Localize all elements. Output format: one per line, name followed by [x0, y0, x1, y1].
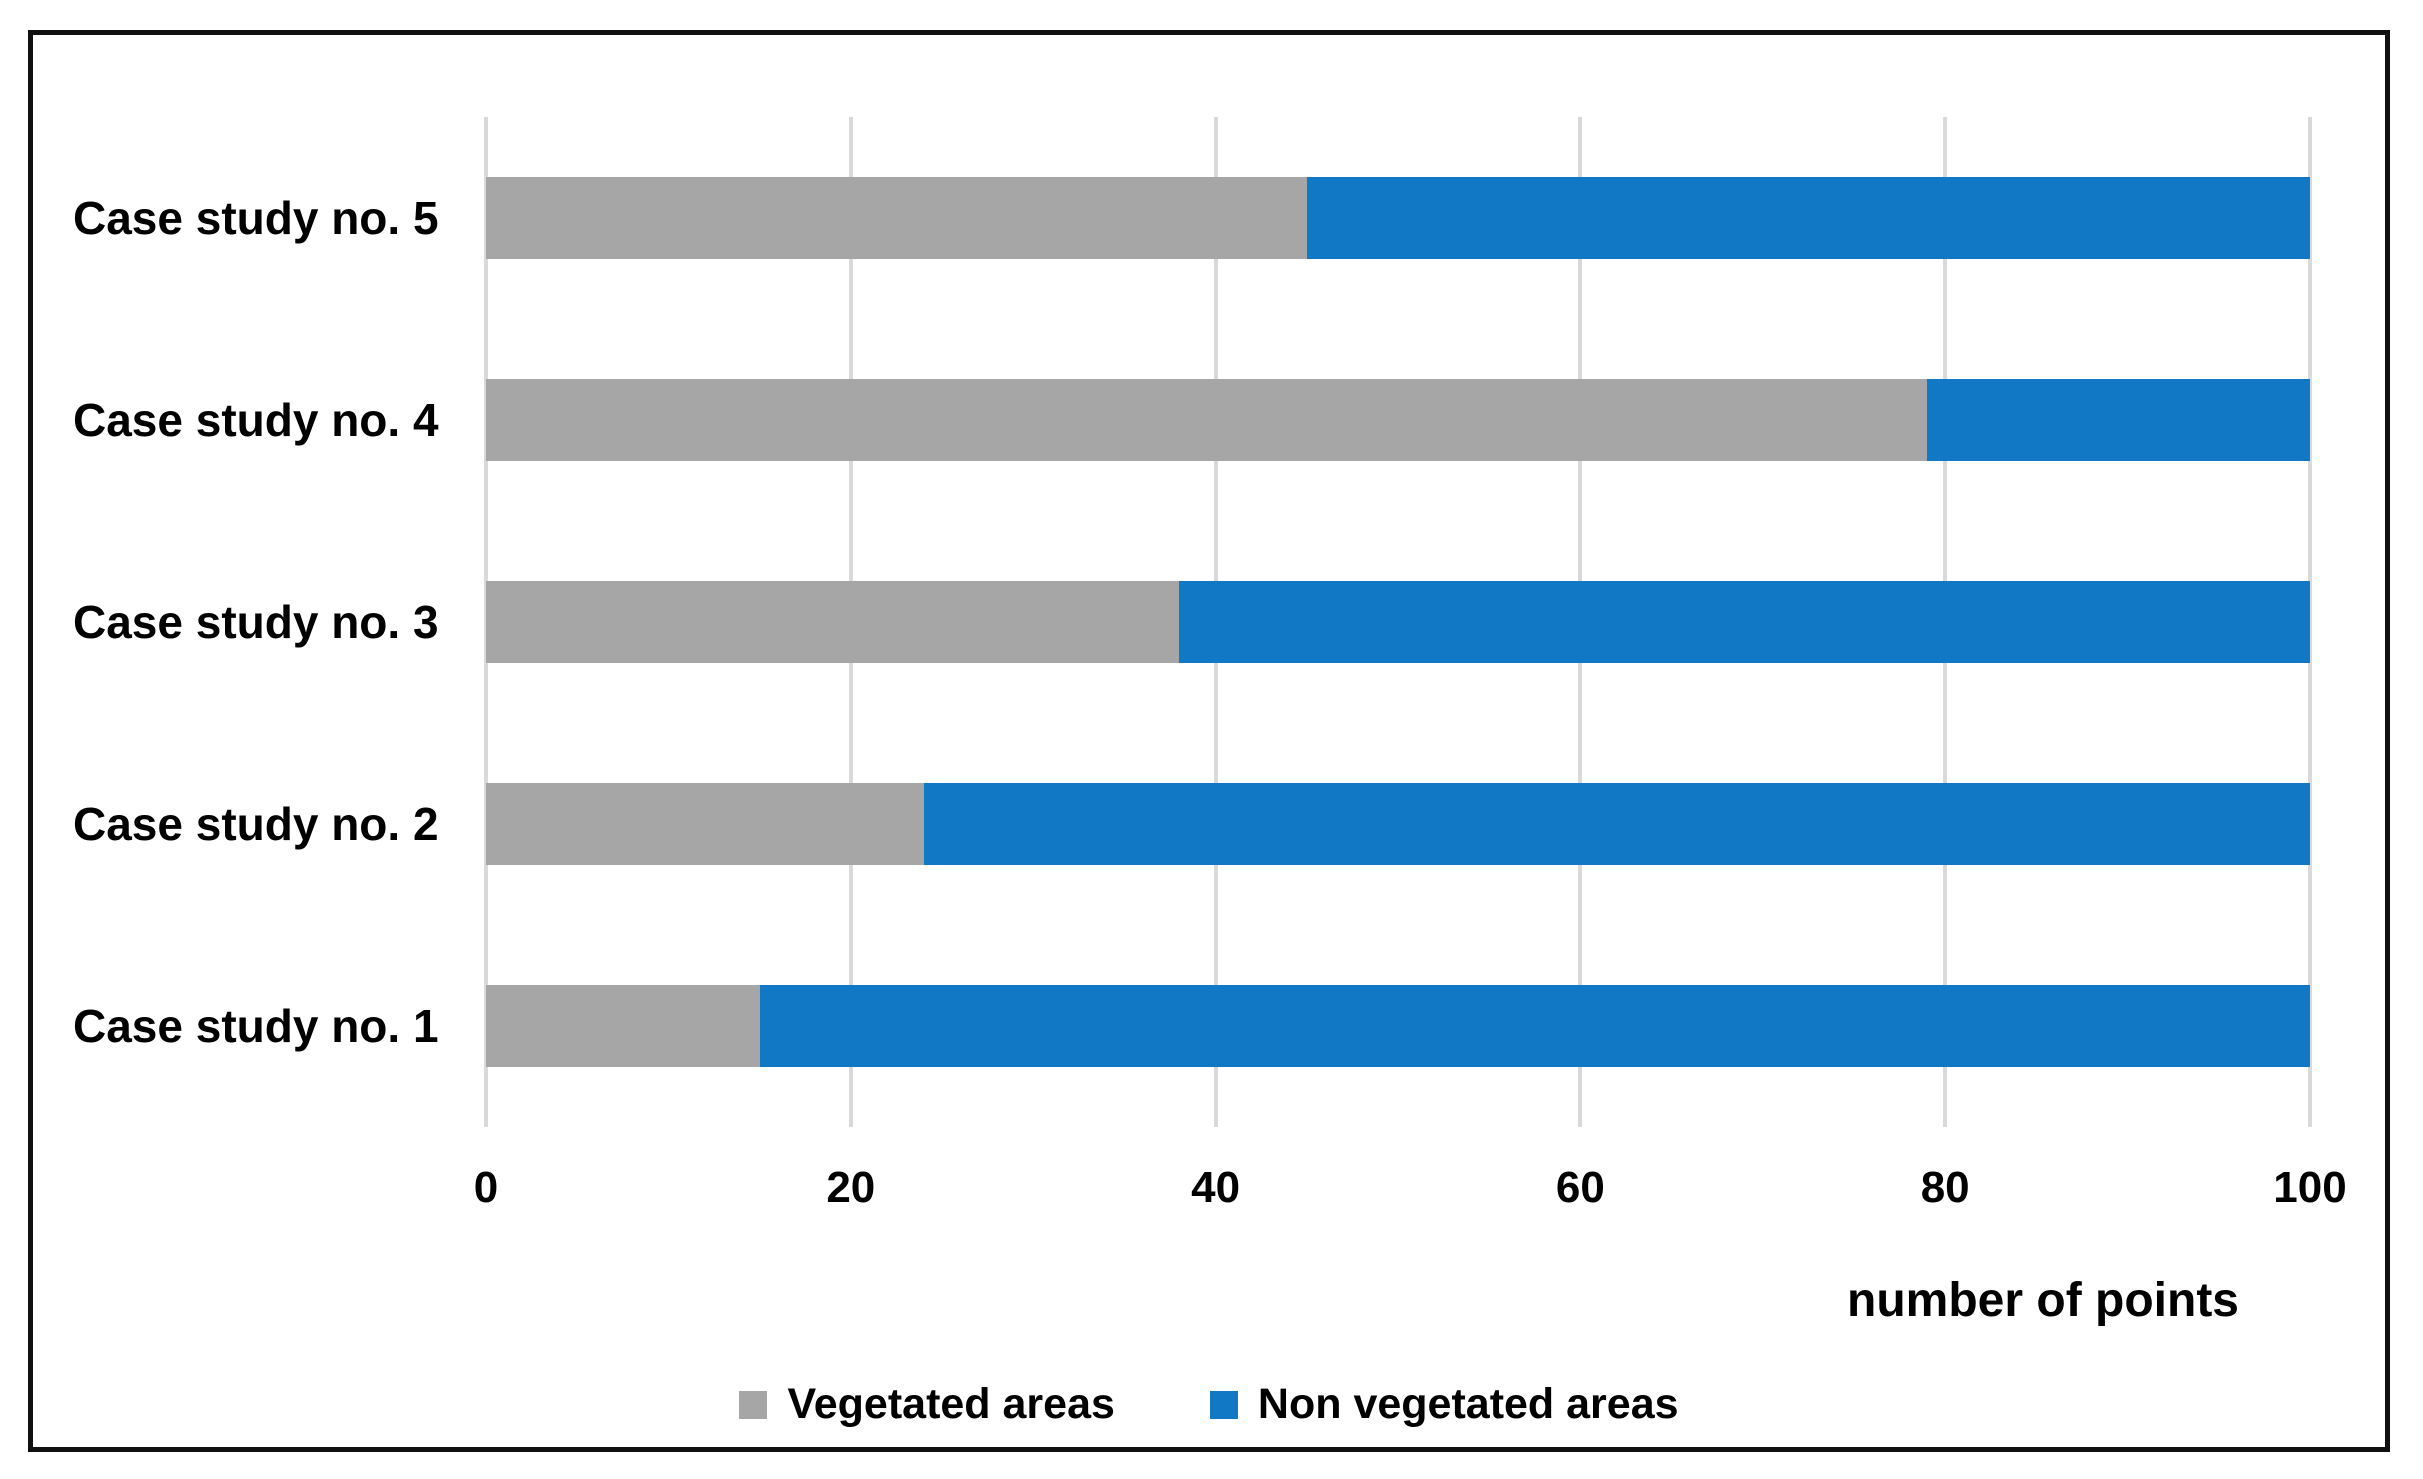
x-tick-label: 60: [1555, 1163, 1605, 1212]
legend-label: Non vegetated areas: [1257, 1380, 1679, 1428]
legend-label: Vegetated areas: [787, 1380, 1115, 1428]
bar-segment-non-vegetated-areas: [759, 985, 2310, 1067]
legend-item: Vegetated areas: [739, 1380, 1115, 1429]
bar-row: [486, 581, 2310, 663]
bar-row: [486, 783, 2310, 865]
category-label: Case study no. 5: [73, 192, 439, 244]
chart-frame: Case study no. 5 Case study no. 4 Case stu…: [28, 30, 2390, 1452]
bar-segment-non-vegetated-areas: [1926, 379, 2310, 461]
category-label: Case study no. 3: [73, 596, 439, 648]
bar-segment-vegetated-areas: [486, 379, 1927, 461]
legend: Vegetated areas Non vegetated areas: [33, 1380, 2385, 1429]
legend-item: Non vegetated areas: [1209, 1380, 1679, 1429]
legend-swatch-non-vegetated-areas: [1209, 1390, 1238, 1419]
x-tick-label: 100: [2273, 1163, 2347, 1212]
plot-area: [484, 117, 2312, 1127]
category-label: Case study no. 2: [73, 798, 439, 850]
x-tick-label: 40: [1191, 1163, 1241, 1212]
bar-segment-vegetated-areas: [486, 783, 924, 865]
bar-row: [486, 985, 2310, 1067]
bar-row: [486, 379, 2310, 461]
x-axis-tick-labels: 0 20 40 60 80 100: [474, 1163, 2347, 1227]
bar-segment-vegetated-areas: [486, 581, 1180, 663]
x-tick-label: 0: [473, 1163, 499, 1212]
gridline: [2308, 117, 2312, 1127]
bar-segment-vegetated-areas: [486, 985, 760, 1067]
category-label: Case study no. 1: [73, 1000, 439, 1052]
x-tick-label: 20: [826, 1163, 876, 1212]
bar-segment-vegetated-areas: [486, 177, 1307, 259]
bar-segment-non-vegetated-areas: [1306, 177, 2310, 259]
x-axis-title: number of points: [1847, 1274, 2239, 1327]
bar-segment-non-vegetated-areas: [1179, 581, 2310, 663]
legend-swatch-vegetated-areas: [739, 1390, 768, 1419]
bar-segment-non-vegetated-areas: [923, 783, 2310, 865]
bar-row: [486, 177, 2310, 259]
category-axis-labels: Case study no. 5 Case study no. 4 Case stu…: [73, 117, 463, 1127]
category-label: Case study no. 4: [73, 394, 439, 446]
x-tick-label: 80: [1920, 1163, 1970, 1212]
